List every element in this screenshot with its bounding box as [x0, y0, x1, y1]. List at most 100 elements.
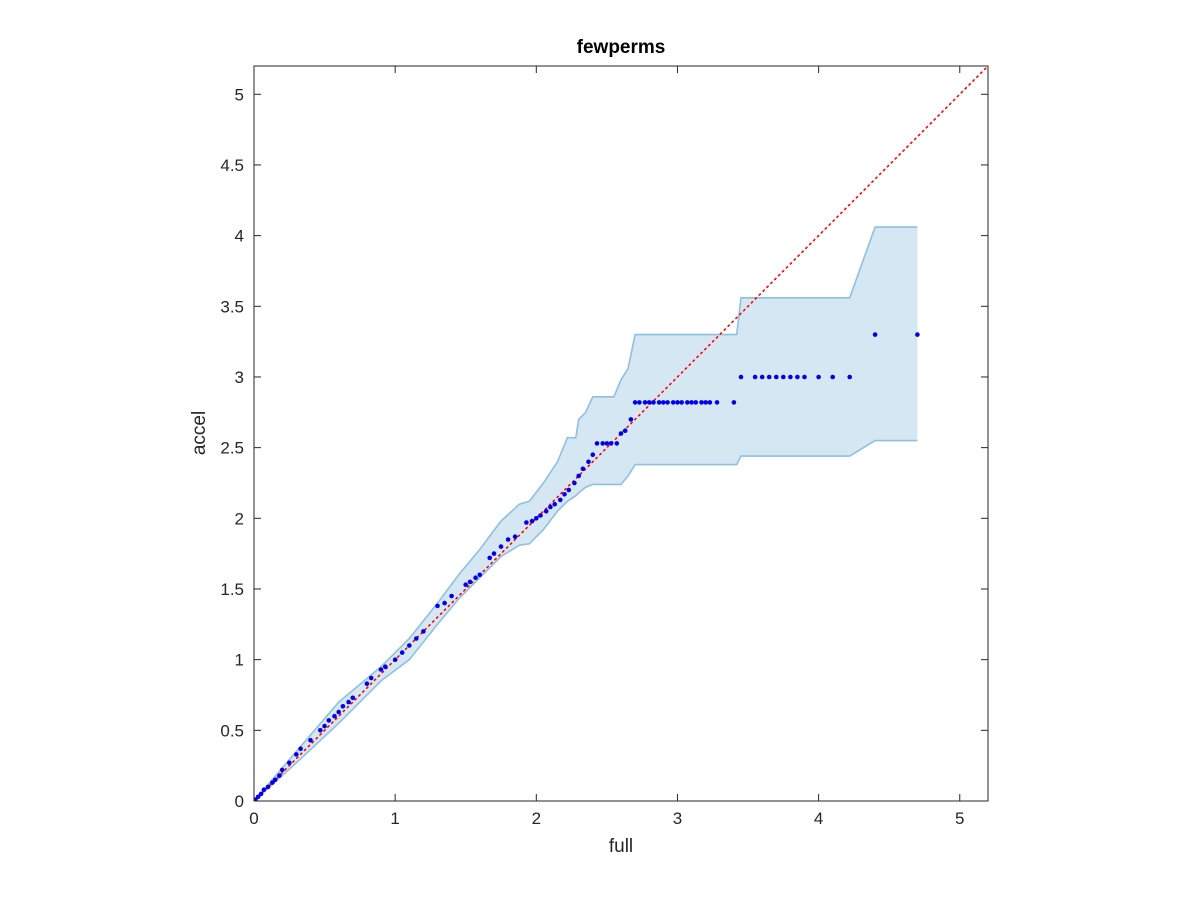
- chart-title: fewperms: [577, 37, 666, 58]
- y-tick-label: 1.5: [220, 580, 244, 599]
- data-point: [703, 400, 708, 405]
- data-point: [693, 400, 699, 405]
- data-point: [534, 516, 539, 521]
- data-point: [572, 480, 577, 486]
- y-axis-label: accel: [189, 411, 210, 455]
- data-point: [270, 780, 275, 785]
- data-point: [731, 400, 737, 405]
- band-lower-edge: [254, 439, 918, 801]
- data-point: [646, 400, 652, 405]
- data-point: [699, 400, 704, 405]
- data-point: [766, 374, 772, 380]
- data-point: [421, 629, 426, 634]
- axes-frame: [253, 65, 989, 802]
- data-point: [614, 441, 620, 446]
- data-point: [774, 374, 779, 380]
- data-point: [656, 400, 662, 405]
- data-point: [604, 441, 610, 446]
- x-tick-label: 1: [390, 809, 399, 828]
- y-tick-label: 3.5: [220, 297, 244, 316]
- data-point: [298, 746, 303, 751]
- data-point: [332, 713, 337, 719]
- data-point: [340, 704, 346, 709]
- data-point: [477, 572, 483, 578]
- data-point: [586, 459, 591, 465]
- y-axis-ticks: 0 0.5 1 1.5 2 2.5 3 3.5 4 4.5 5: [220, 85, 988, 811]
- plot-area: [254, 66, 988, 801]
- x-tick-label: 5: [955, 809, 964, 828]
- data-point: [294, 752, 299, 757]
- data-point: [442, 600, 447, 606]
- data-point: [752, 374, 758, 380]
- data-point: [594, 441, 600, 446]
- data-point: [255, 794, 261, 800]
- data-point: [600, 441, 605, 446]
- x-axis-ticks: 0 1 2 3 4 5: [249, 66, 965, 828]
- data-point: [392, 657, 398, 662]
- data-point: [590, 452, 596, 458]
- data-point: [781, 374, 786, 380]
- data-point: [378, 667, 384, 672]
- data-point: [622, 428, 628, 434]
- data-point: [566, 487, 572, 493]
- data-point: [399, 650, 405, 655]
- data-point: [414, 636, 419, 641]
- axes-box: [253, 65, 989, 802]
- data-point: [383, 664, 388, 669]
- data-point: [661, 400, 666, 405]
- data-point: [548, 504, 553, 510]
- data-point: [261, 787, 267, 792]
- data-point: [318, 728, 323, 733]
- data-point: [689, 400, 694, 405]
- x-tick-label: 2: [532, 809, 541, 828]
- data-point: [830, 374, 835, 380]
- data-point: [287, 760, 292, 766]
- data-point: [543, 508, 549, 514]
- data-point: [816, 374, 821, 380]
- data-point: [435, 603, 440, 609]
- y-tick-label: 0: [235, 792, 244, 811]
- band-upper-edge: [254, 226, 918, 801]
- data-point: [308, 737, 313, 743]
- data-point: [258, 791, 264, 797]
- y-tick-label: 3: [235, 368, 244, 387]
- data-point: [512, 534, 518, 539]
- data-point: [336, 709, 342, 715]
- data-point: [524, 520, 529, 525]
- data-point: [915, 332, 920, 337]
- data-point: [618, 431, 624, 436]
- data-point: [628, 417, 634, 422]
- data-point: [272, 777, 278, 783]
- data-point: [265, 784, 271, 790]
- data-point: [463, 582, 469, 587]
- data-point: [788, 374, 793, 380]
- x-tick-label: 4: [814, 809, 823, 828]
- y-tick-label: 4.5: [220, 156, 244, 175]
- data-point: [277, 773, 282, 778]
- plot-content: [254, 66, 988, 801]
- y-tick-label: 0.5: [220, 721, 244, 740]
- data-point: [467, 579, 473, 585]
- data-point: [491, 551, 497, 556]
- y-tick-label: 2: [235, 509, 244, 528]
- data-point: [608, 441, 614, 446]
- x-tick-label: 3: [673, 809, 682, 828]
- data-point: [505, 537, 511, 542]
- data-point: [580, 466, 586, 472]
- data-point: [346, 699, 351, 705]
- data-point: [368, 675, 374, 681]
- x-axis-label: full: [609, 836, 633, 857]
- data-point: [498, 544, 504, 549]
- data-point: [738, 374, 744, 380]
- data-point: [665, 400, 670, 405]
- data-point: [552, 501, 557, 507]
- data-point: [670, 400, 676, 405]
- y-tick-label: 5: [235, 85, 244, 104]
- y-tick-label: 1: [235, 651, 244, 670]
- data-point: [529, 518, 535, 524]
- data-point: [407, 643, 412, 648]
- data-point: [350, 695, 356, 701]
- data-point: [642, 400, 648, 405]
- data-point: [802, 374, 807, 380]
